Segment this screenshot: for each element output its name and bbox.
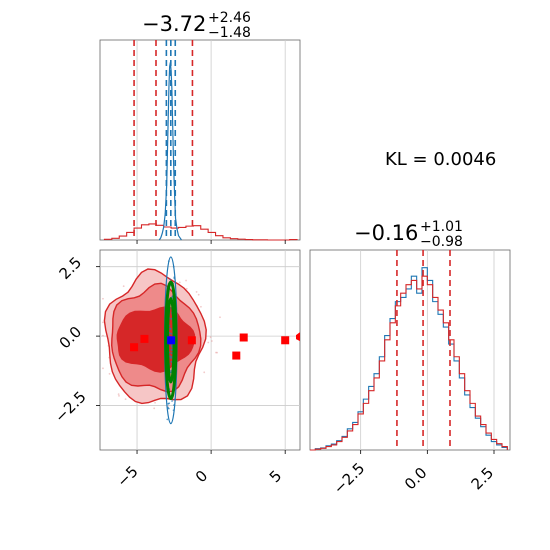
scatter-point bbox=[195, 291, 198, 293]
title-param1-main: −3.72 bbox=[142, 12, 206, 36]
panel2-xtick-label-0: −5 bbox=[113, 462, 141, 490]
red-marker-edge bbox=[296, 332, 300, 342]
scatter-point bbox=[117, 393, 120, 396]
panel-hist-param2-frame bbox=[309, 249, 511, 451]
panel3-xtick-label-0: −2.5 bbox=[330, 459, 368, 497]
scatter-point-blue bbox=[170, 317, 173, 320]
scatter-point-blue bbox=[170, 344, 173, 347]
scatter-point-blue bbox=[170, 332, 173, 335]
scatter-point-blue bbox=[170, 360, 173, 363]
red-marker-3 bbox=[187, 336, 196, 345]
scatter-point bbox=[219, 316, 221, 319]
hist-param1-blue-step bbox=[158, 62, 182, 241]
hist-param2-red-step bbox=[310, 275, 508, 451]
scatter-point-blue bbox=[166, 418, 169, 421]
scatter-point bbox=[102, 297, 104, 300]
panel3-xtick-label-1: 0.0 bbox=[401, 464, 431, 494]
scatter-point bbox=[102, 334, 104, 337]
panel2-xtick-label-2: 5 bbox=[266, 467, 285, 486]
scatter-point-blue bbox=[169, 357, 172, 359]
scatter-point bbox=[108, 372, 111, 375]
title-param1-sub: −1.48 bbox=[208, 25, 251, 41]
scatter-point bbox=[209, 336, 212, 339]
red-marker-6 bbox=[281, 336, 290, 345]
scatter-point-blue bbox=[170, 352, 173, 354]
title-param2-sub: −0.98 bbox=[420, 234, 463, 250]
title-param1: −3.72 +2.46 −1.48 bbox=[142, 10, 251, 41]
scatter-point-blue bbox=[170, 349, 173, 351]
panel-hist-param1-frame bbox=[99, 39, 301, 241]
scatter-point bbox=[203, 371, 206, 374]
scatter-point bbox=[215, 351, 217, 354]
scatter-point-blue bbox=[171, 346, 173, 349]
scatter-point-blue bbox=[169, 278, 172, 281]
scatter-point bbox=[185, 279, 187, 282]
title-param2: −0.16 +1.01 −0.98 bbox=[354, 219, 463, 250]
red-marker-1 bbox=[140, 334, 149, 343]
scatter-point bbox=[178, 281, 181, 284]
scatter-point-blue bbox=[168, 332, 171, 334]
scatter-point bbox=[210, 340, 213, 342]
red-marker-0 bbox=[130, 343, 139, 352]
red-marker-5 bbox=[239, 333, 248, 342]
panel-2d-scatter: −5 0 5 −2.5 0.0 2.5 bbox=[51, 249, 301, 491]
panel2-ytick-label-0: −2.5 bbox=[51, 388, 89, 426]
scatter-point bbox=[200, 305, 202, 308]
scatter-point bbox=[185, 287, 188, 290]
scatter-point bbox=[118, 394, 120, 397]
scatter-point bbox=[122, 285, 125, 288]
panel-hist-param1 bbox=[99, 39, 301, 244]
title-param1-sup: +2.46 bbox=[208, 10, 251, 26]
panel2-xtick-label-1: 0 bbox=[192, 467, 211, 486]
panel2-ytick-label-2: 2.5 bbox=[56, 253, 86, 283]
scatter-point bbox=[154, 401, 156, 404]
blue-marker bbox=[167, 336, 176, 345]
title-param2-main: −0.16 bbox=[354, 221, 418, 245]
scatter-point-blue bbox=[171, 400, 173, 402]
title-param2-sup: +1.01 bbox=[420, 219, 463, 235]
scatter-point-blue bbox=[169, 355, 172, 358]
panel2-ytick-label-1: 0.0 bbox=[56, 323, 86, 353]
scatter-point-blue bbox=[169, 328, 172, 330]
scatter-point bbox=[102, 321, 104, 324]
scatter-point bbox=[102, 367, 104, 370]
scatter-point-blue bbox=[168, 402, 171, 405]
red-marker-4 bbox=[232, 351, 241, 360]
scatter-point bbox=[197, 293, 200, 296]
kl-annotation: KL = 0.0046 bbox=[385, 149, 496, 170]
panel3-xtick-label-2: 2.5 bbox=[468, 464, 498, 494]
scatter-point bbox=[153, 407, 156, 410]
scatter-point bbox=[207, 341, 210, 344]
scatter-point bbox=[124, 398, 127, 401]
panel-hist-param2: −2.5 0.0 2.5 bbox=[309, 249, 511, 498]
green-contour-0 bbox=[164, 280, 178, 401]
